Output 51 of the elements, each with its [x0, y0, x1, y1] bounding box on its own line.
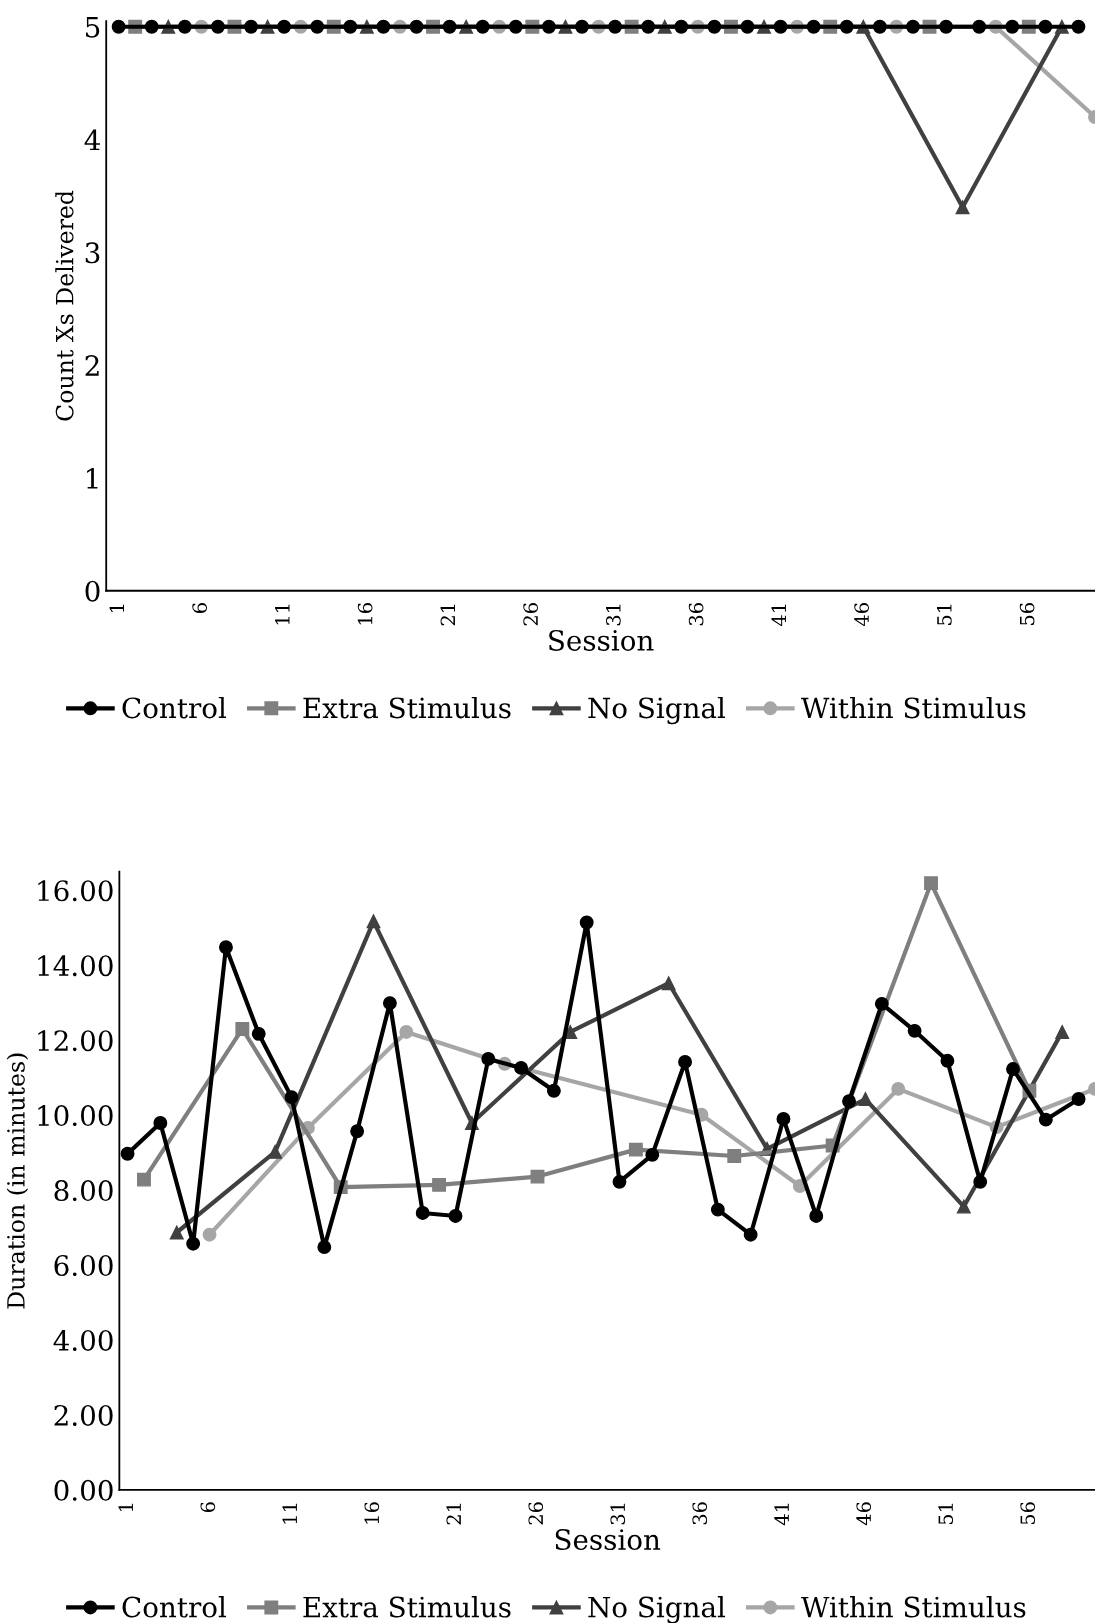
y-tick-label: 0	[85, 580, 100, 602]
y-tick-label: 10.00	[38, 1105, 113, 1127]
legend-label: Extra Stimulus	[303, 696, 511, 719]
x-axis-title: Session	[549, 629, 654, 651]
x-tick-label: 1	[118, 1503, 133, 1512]
x-tick-label: 16	[357, 603, 373, 625]
legend-label: Within Stimulus	[801, 696, 1026, 719]
y-axis-title: Count Xs Delivered	[55, 190, 74, 421]
legend-label: Control	[122, 1596, 227, 1618]
x-tick-label: 51	[937, 604, 952, 625]
x-tick-label: 46	[854, 603, 869, 627]
y-tick-label: 6.00	[54, 1254, 113, 1276]
x-tick-label: 6	[200, 1502, 216, 1513]
x-tick-label: 51	[938, 1503, 954, 1525]
y-tick-label: 0.00	[54, 1479, 113, 1501]
x-tick-label: 56	[1019, 603, 1035, 625]
x-tick-label: 26	[523, 603, 538, 626]
legend-label: No Signal	[588, 1596, 726, 1623]
y-tick-label: 8.00	[54, 1180, 113, 1202]
y-tick-label: 4	[84, 129, 100, 151]
y-tick-label: 2	[85, 355, 99, 376]
x-tick-label: 6	[192, 603, 208, 613]
x-tick-label: 21	[446, 1503, 461, 1525]
x-tick-label: 11	[275, 604, 290, 625]
x-tick-label: 26	[528, 1502, 544, 1525]
y-tick-label: 14.00	[38, 955, 113, 977]
x-tick-label: 1	[109, 604, 124, 612]
x-tick-label: 41	[771, 604, 786, 627]
x-tick-label: 41	[774, 1503, 789, 1526]
y-tick-label: 5	[86, 17, 100, 38]
x-tick-label: 46	[856, 1502, 872, 1526]
x-axis-title: Session	[555, 1529, 661, 1551]
x-tick-label: 36	[688, 603, 704, 626]
y-tick-label: 3	[85, 242, 100, 264]
y-tick-label: 2.00	[54, 1404, 113, 1426]
x-tick-label: 21	[440, 604, 455, 626]
legend-label: No Signal	[588, 696, 726, 725]
x-tick-label: 31	[606, 604, 621, 626]
legend-label: Extra Stimulus	[303, 1596, 511, 1618]
x-tick-label: 11	[282, 1503, 297, 1524]
legend-label: Control	[122, 696, 227, 719]
x-tick-label: 36	[692, 1502, 708, 1525]
x-tick-label: 56	[1020, 1502, 1036, 1525]
x-tick-label: 31	[610, 1503, 626, 1525]
y-axis-title: Duration (in minutes)	[6, 1053, 29, 1309]
y-tick-label: 1	[87, 467, 98, 489]
legend-label: Within Stimulus	[801, 1596, 1026, 1618]
y-tick-label: 16.00	[38, 880, 113, 902]
y-tick-label: 4.00	[53, 1329, 113, 1351]
x-tick-label: 16	[364, 1502, 380, 1524]
y-tick-label: 12.00	[38, 1030, 113, 1052]
